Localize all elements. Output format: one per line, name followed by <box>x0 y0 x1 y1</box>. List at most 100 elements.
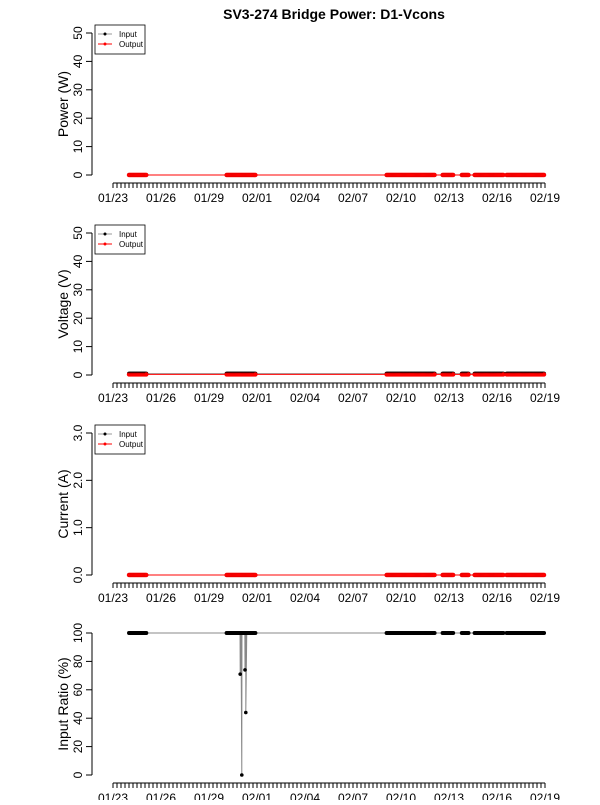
legend-label-output: Output <box>119 40 144 49</box>
y-tick-label: 30 <box>71 83 85 97</box>
chart-title: SV3-274 Bridge Power: D1-Vcons <box>223 6 445 22</box>
y-tick-label: 20 <box>71 311 85 325</box>
x-tick-label: 02/19 <box>530 391 560 405</box>
ratio-point <box>244 710 248 715</box>
y-tick-label: 0 <box>71 771 85 778</box>
y-tick-label: 20 <box>71 740 85 754</box>
x-tick-label: 02/04 <box>290 791 320 800</box>
output-point <box>466 172 471 178</box>
output-point <box>450 172 456 178</box>
x-tick-label: 02/10 <box>386 591 416 605</box>
output-point <box>541 572 547 578</box>
x-tick-label: 02/01 <box>242 591 272 605</box>
y-tick-label: 0 <box>71 171 85 178</box>
output-point <box>144 372 149 377</box>
legend-label-input: Input <box>119 430 138 439</box>
x-tick-label: 01/26 <box>146 191 176 205</box>
output-point <box>253 572 258 578</box>
output-point <box>501 172 506 178</box>
x-tick-label: 02/16 <box>482 791 512 800</box>
legend-box <box>94 24 146 55</box>
ratio-point <box>144 631 149 635</box>
y-axis-label: Voltage (V) <box>55 269 71 338</box>
x-tick-label: 01/23 <box>98 591 128 605</box>
x-tick-label: 01/29 <box>194 191 224 205</box>
legend-marker <box>103 232 107 236</box>
legend-marker <box>103 42 107 46</box>
x-tick-label: 02/07 <box>338 391 368 405</box>
x-tick-label: 02/04 <box>290 191 320 205</box>
x-tick-label: 02/16 <box>482 591 512 605</box>
x-tick-label: 01/29 <box>194 591 224 605</box>
x-tick-label: 02/13 <box>434 591 464 605</box>
output-point <box>501 572 506 578</box>
x-tick-label: 02/13 <box>434 791 464 800</box>
output-point <box>432 372 437 377</box>
x-tick-label: 01/29 <box>194 791 224 800</box>
x-tick-label: 02/10 <box>386 791 416 800</box>
legend-label-input: Input <box>119 230 138 239</box>
y-tick-label: 3.0 <box>71 424 85 441</box>
y-tick-label: 0.0 <box>71 566 85 583</box>
y-tick-label: 80 <box>71 654 85 668</box>
legend-marker <box>103 32 107 36</box>
output-point <box>144 172 149 178</box>
legend-marker <box>103 432 107 436</box>
y-tick-label: 2.0 <box>71 472 85 489</box>
x-tick-label: 01/26 <box>146 391 176 405</box>
x-tick-label: 01/26 <box>146 791 176 800</box>
x-tick-label: 02/07 <box>338 191 368 205</box>
legend-label-input: Input <box>119 30 138 39</box>
output-point <box>466 572 471 578</box>
legend-label-output: Output <box>119 240 144 249</box>
ratio-point <box>451 631 456 635</box>
output-point <box>450 572 456 578</box>
panel-1: 0 10 20 30 40 50 Power (W) 01/23 01/26 01/29 02/01… <box>55 24 560 205</box>
x-tick-label: 01/23 <box>98 391 128 405</box>
y-tick-label: 50 <box>71 226 85 240</box>
x-tick-label: 02/10 <box>386 391 416 405</box>
output-point <box>450 372 456 377</box>
ratio-point <box>243 668 247 672</box>
output-point <box>253 172 258 178</box>
output-point <box>144 572 149 578</box>
y-axis-label: Input Ratio (%) <box>55 657 71 750</box>
output-point <box>432 572 437 578</box>
output-point <box>432 172 437 178</box>
x-tick-label: 02/07 <box>338 791 368 800</box>
output-point <box>253 372 258 377</box>
x-tick-label: 01/29 <box>194 391 224 405</box>
panel-2: 0 10 20 30 40 50 Voltage (V) 01/23 01/26 01/29 02/… <box>55 224 560 405</box>
x-tick-label: 01/23 <box>98 791 128 800</box>
x-tick-label: 02/13 <box>434 191 464 205</box>
x-tick-label: 01/26 <box>146 591 176 605</box>
x-tick-label: 02/01 <box>242 191 272 205</box>
y-tick-label: 20 <box>71 111 85 125</box>
output-point <box>541 372 547 377</box>
x-tick-label: 02/10 <box>386 191 416 205</box>
ratio-point <box>253 631 258 635</box>
ratio-point <box>501 631 506 635</box>
y-tick-label: 30 <box>71 283 85 297</box>
y-tick-label: 100 <box>71 623 85 643</box>
ratio-point <box>432 631 437 635</box>
x-tick-label: 02/19 <box>530 191 560 205</box>
ratio-point <box>542 631 547 635</box>
ratio-point <box>466 631 471 635</box>
ratio-point <box>238 672 242 676</box>
y-tick-label: 40 <box>71 54 85 68</box>
x-tick-label: 02/01 <box>242 391 272 405</box>
panel-3: 0.0 1.0 2.0 3.0 Current (A) 01/23 01/26 01/29 02… <box>55 424 560 605</box>
y-tick-label: 40 <box>71 254 85 268</box>
legend-label-output: Output <box>119 440 144 449</box>
y-tick-label: 60 <box>71 683 85 697</box>
x-tick-label: 02/04 <box>290 391 320 405</box>
output-point <box>466 372 471 377</box>
y-tick-label: 1.0 <box>71 519 85 536</box>
y-tick-label: 10 <box>71 340 85 354</box>
ratio-point <box>240 773 244 777</box>
x-tick-label: 02/07 <box>338 591 368 605</box>
